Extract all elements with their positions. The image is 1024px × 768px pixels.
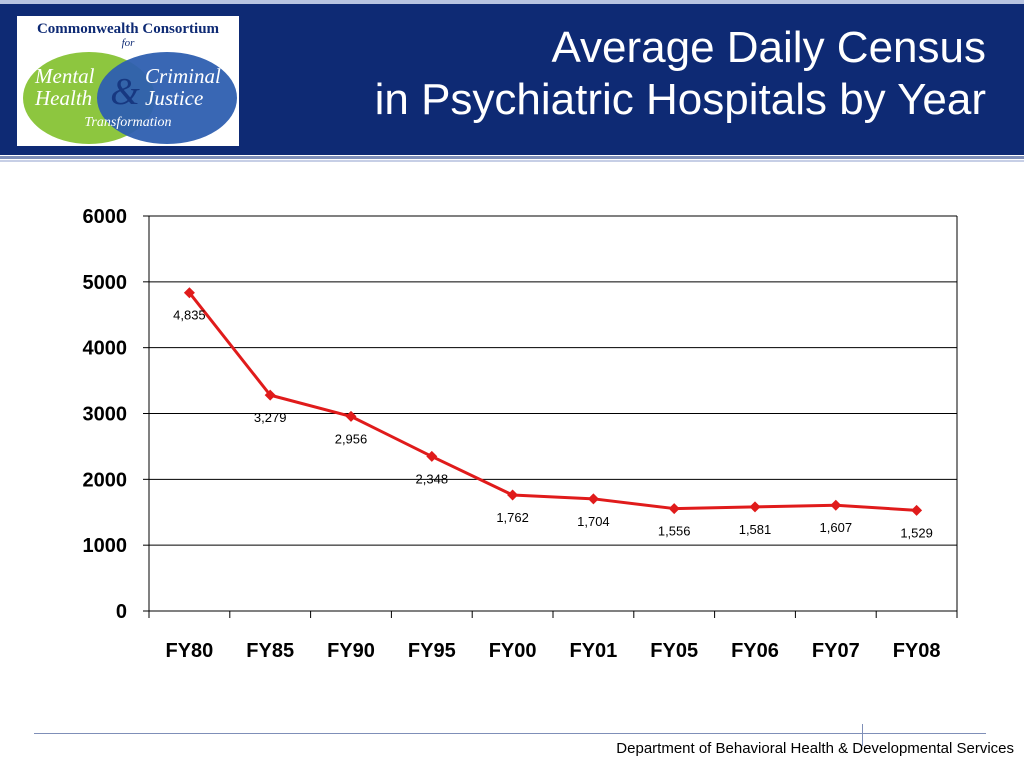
data-point-marker (345, 410, 357, 422)
chart-axes: 0 1000 2000 3000 4000 5000 6000 FY80 FY85 FY90 FY9… (83, 206, 958, 662)
footer-tick (862, 724, 863, 746)
logo-word-justice: Justice (145, 86, 203, 110)
page-title-line2: in Psychiatric Hospitals by Year (374, 75, 986, 124)
logo-blue-ellipse (97, 52, 237, 144)
chart-series (183, 287, 923, 516)
y-tick-label: 6000 (83, 206, 128, 228)
header-divider (0, 152, 1024, 155)
y-tick-label: 0 (116, 601, 127, 623)
logo-line2: for (122, 37, 136, 49)
y-tick-label: 1000 (83, 535, 128, 557)
data-label: 3,279 (254, 410, 287, 425)
data-point-marker (911, 504, 923, 516)
logo-line1: Commonwealth Consortium (37, 21, 220, 37)
x-tick-label: FY08 (893, 640, 941, 662)
chart-data-labels: 4,835 3,279 2,956 2,348 1,762 1,704 1,556 1,581… (173, 308, 933, 541)
consortium-logo-graphic: Commonwealth Consortium for Mental Healt… (23, 21, 237, 144)
data-label: 1,762 (496, 510, 529, 525)
y-tick-label: 3000 (83, 404, 128, 426)
x-tick-label: FY90 (327, 640, 375, 662)
x-tick-label: FY07 (812, 640, 860, 662)
data-point-marker (668, 503, 680, 515)
logo-ampersand: & (110, 71, 140, 113)
x-tick-label: FY06 (731, 640, 779, 662)
y-tick-label: 2000 (83, 469, 128, 491)
logo-word-health: Health (34, 86, 92, 110)
x-tick-label: FY00 (489, 640, 537, 662)
x-tick-label: FY05 (650, 640, 698, 662)
data-point-marker (426, 450, 438, 462)
y-tick-label: 4000 (83, 338, 128, 360)
page-title-line1: Average Daily Census (551, 23, 986, 72)
data-point-marker (830, 499, 842, 511)
logo-word-mental: Mental (34, 64, 95, 88)
x-tick-label: FY85 (246, 640, 294, 662)
data-point-marker (507, 489, 519, 501)
data-label: 1,704 (577, 514, 610, 529)
data-point-marker (749, 501, 761, 513)
data-point-marker (587, 493, 599, 505)
data-label: 4,835 (173, 308, 206, 323)
data-point-marker (264, 389, 276, 401)
data-label: 2,956 (335, 431, 368, 446)
data-label: 1,556 (658, 524, 691, 539)
y-tick-label: 5000 (83, 272, 128, 294)
data-label: 1,529 (900, 525, 933, 540)
x-tick-label: FY80 (165, 640, 213, 662)
series-line (188, 291, 917, 512)
footer-department: Department of Behavioral Health & Develo… (616, 740, 1014, 757)
logo-word-criminal: Criminal (145, 64, 221, 88)
logo-word-transformation: Transformation (84, 115, 171, 130)
data-label: 1,607 (820, 520, 853, 535)
header-divider (0, 156, 1024, 159)
x-tick-label: FY01 (569, 640, 617, 662)
footer-rule (34, 733, 986, 734)
x-tick-label: FY95 (408, 640, 456, 662)
data-label: 2,348 (416, 471, 449, 486)
consortium-logo: Commonwealth Consortium for Mental Healt… (17, 16, 239, 146)
data-point-marker (183, 287, 195, 299)
header-divider (0, 160, 1024, 162)
page-title: Average Daily Census in Psychiatric Hosp… (246, 22, 986, 126)
data-label: 1,581 (739, 522, 772, 537)
